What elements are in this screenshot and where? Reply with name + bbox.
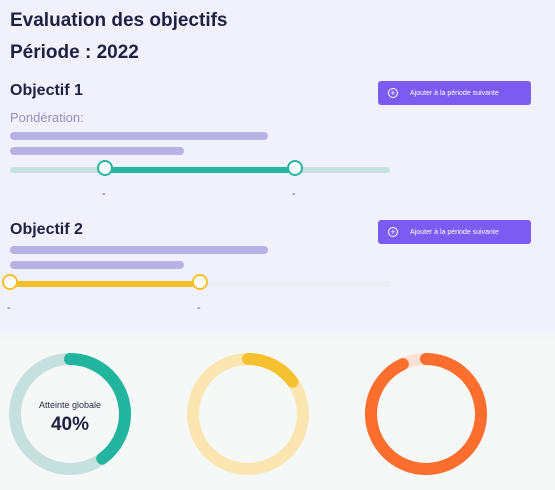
objective-1-donut [186, 352, 310, 476]
objective-2-high-value: - [197, 302, 201, 314]
donut-progress-arc [365, 353, 487, 475]
page-title: Evaluation des objectifs [10, 10, 228, 31]
objective-1-slider-fill [105, 167, 295, 173]
global-achievement-label: Atteinte globale [38, 400, 102, 410]
period-title: Période : 2022 [10, 42, 139, 63]
objective-1-add-next-period-label: Ajouter à la période suivante [410, 89, 499, 97]
objectives-panel [0, 0, 555, 332]
plus-circle-icon: + [388, 88, 398, 98]
objective-2-slider-fill [10, 281, 200, 287]
donut-progress-arc [187, 353, 309, 475]
objective-1-low-value: - [102, 188, 106, 200]
objective-2-low-value: - [7, 302, 11, 314]
plus-circle-icon: + [388, 227, 398, 237]
objective-1-slider-high-handle[interactable] [287, 160, 303, 176]
global-achievement-value: 40% [50, 414, 90, 435]
objective-2-slider-high-handle[interactable] [192, 274, 208, 290]
objective-2-title: Objectif 2 [10, 221, 83, 238]
objective-2-range-slider[interactable] [2, 274, 390, 290]
objective-2-placeholder-line-1 [10, 246, 268, 254]
objective-1-title: Objectif 1 [10, 82, 83, 99]
objective-1-range-slider[interactable] [10, 160, 390, 176]
objective-2-add-next-period-button[interactable]: + Ajouter à la période suivante [378, 220, 531, 244]
objective-1-add-next-period-button[interactable]: + Ajouter à la période suivante [378, 81, 531, 105]
objective-1-high-value: - [292, 188, 296, 200]
objective-1-weight-label: Pondération: [10, 110, 84, 125]
global-achievement-donut: Atteinte globale 40% [8, 352, 132, 476]
objective-2-add-next-period-label: Ajouter à la période suivante [410, 228, 499, 236]
objective-2-placeholder-line-2 [10, 261, 184, 269]
objective-1-placeholder-line-1 [10, 132, 268, 140]
objective-1-slider-low-handle[interactable] [97, 160, 113, 176]
donut-progress-arc [9, 353, 131, 475]
objective-2-slider-low-handle[interactable] [2, 274, 18, 290]
objective-2-donut [364, 352, 488, 476]
objective-1-placeholder-line-2 [10, 147, 184, 155]
